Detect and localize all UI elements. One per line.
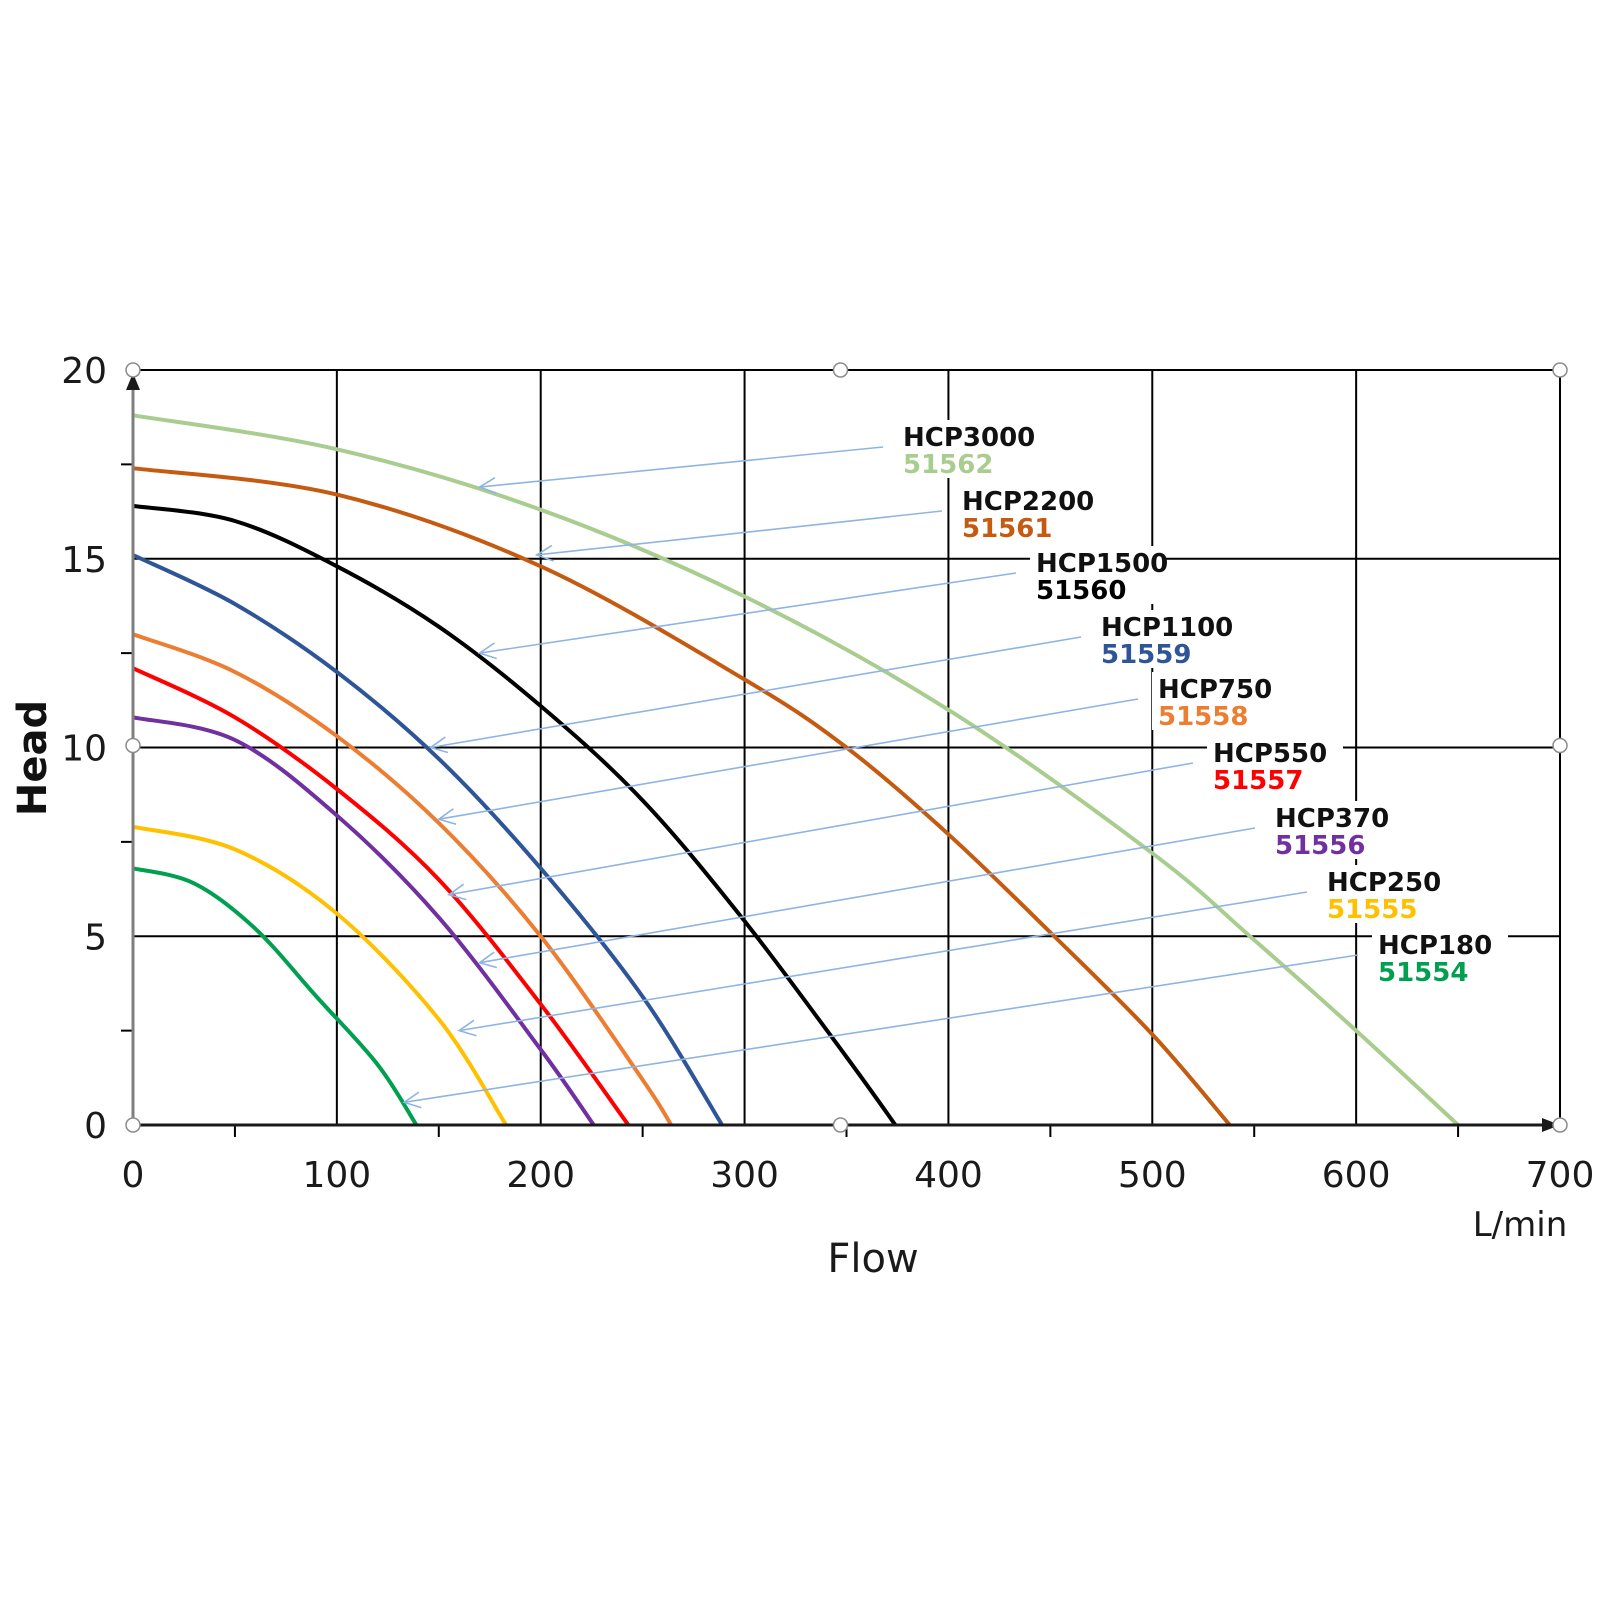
series-line-hcp3000 bbox=[132, 413, 1460, 1127]
leader-line bbox=[479, 446, 884, 488]
x-tick-label: 300 bbox=[710, 1155, 779, 1196]
label-backdrop bbox=[1321, 865, 1457, 923]
x-tick-label: 500 bbox=[1118, 1155, 1187, 1196]
series-code-label: 51557 bbox=[1213, 766, 1303, 796]
leader-arrowhead-icon bbox=[477, 951, 498, 969]
selection-handle-icon bbox=[832, 1117, 849, 1133]
series-code-label: 51555 bbox=[1327, 895, 1417, 925]
series-line-hcp370 bbox=[132, 715, 596, 1127]
leader-arrows bbox=[402, 446, 1359, 1109]
y-axis-arrow-icon bbox=[126, 373, 140, 390]
leader-line bbox=[536, 510, 943, 556]
leader-line bbox=[448, 762, 1194, 896]
leader-arrowhead-icon bbox=[402, 1091, 422, 1109]
series-name-label: HCP1500 bbox=[1036, 549, 1168, 579]
label-backdrop bbox=[1207, 736, 1343, 794]
series-code-label: 51556 bbox=[1275, 831, 1365, 861]
label-backdrop bbox=[1372, 928, 1508, 986]
label-backdrop bbox=[1269, 801, 1405, 859]
series-name-label: HCP370 bbox=[1275, 804, 1389, 834]
label-backdrop bbox=[1030, 546, 1166, 604]
y-axis-title: Head bbox=[10, 700, 56, 816]
leader-arrowhead-icon bbox=[428, 736, 449, 754]
series-line-hcp750 bbox=[132, 632, 673, 1127]
y-tick-label: 0 bbox=[84, 1106, 107, 1147]
leader-line bbox=[479, 572, 1017, 654]
series-name-label: HCP750 bbox=[1158, 675, 1272, 705]
series-line-hcp2200 bbox=[132, 466, 1232, 1127]
series-code-label: 51560 bbox=[1036, 576, 1126, 606]
series-code-label: 51561 bbox=[962, 514, 1052, 544]
series-code-label: 51562 bbox=[903, 450, 993, 480]
y-tick-label: 10 bbox=[61, 729, 107, 770]
x-axis-unit: L/min bbox=[1473, 1205, 1568, 1245]
selection-handle-icon bbox=[832, 362, 849, 378]
x-axis-arrow-icon bbox=[1542, 1118, 1560, 1132]
series-line-hcp180 bbox=[132, 866, 419, 1127]
leader-arrowhead-icon bbox=[436, 808, 457, 825]
leader-arrowhead-icon bbox=[477, 476, 497, 494]
leader-line bbox=[479, 827, 1256, 964]
label-backdrop bbox=[956, 484, 1092, 542]
series-name-label: HCP250 bbox=[1327, 868, 1441, 898]
leader-arrowhead-icon bbox=[457, 1019, 477, 1037]
x-axis-title: Flow bbox=[827, 1236, 918, 1282]
minor-ticks bbox=[121, 463, 1460, 1137]
series-code-label: 51559 bbox=[1101, 640, 1191, 670]
leader-line bbox=[459, 891, 1308, 1032]
selection-handle-icon bbox=[125, 1117, 141, 1133]
label-backdrop bbox=[1095, 610, 1231, 668]
selection-handles bbox=[125, 362, 1568, 1133]
leader-arrowhead-icon bbox=[447, 883, 467, 901]
y-tick-label: 20 bbox=[61, 351, 107, 392]
x-tick-label: 0 bbox=[122, 1155, 145, 1196]
series-name-label: HCP180 bbox=[1378, 931, 1492, 961]
tick-labels: 0 100 200 300 400 500 600 700 0 5 10 15 20 bbox=[61, 351, 1594, 1196]
leader-line bbox=[404, 954, 1359, 1104]
series-name-label: HCP2200 bbox=[962, 487, 1094, 517]
leader-line bbox=[430, 636, 1082, 749]
selection-handle-icon bbox=[125, 737, 141, 754]
series-line-hcp250 bbox=[132, 824, 508, 1127]
series-name-label: HCP550 bbox=[1213, 739, 1327, 769]
series-line-hcp550 bbox=[132, 666, 631, 1127]
leader-arrowhead-icon bbox=[477, 642, 497, 660]
x-tick-label: 200 bbox=[506, 1155, 575, 1196]
leader-arrowhead-icon bbox=[534, 544, 554, 562]
y-tick-label: 15 bbox=[61, 540, 107, 581]
label-backdrop bbox=[897, 420, 1033, 478]
label-backdrop bbox=[1152, 672, 1288, 730]
series-name-label: HCP1100 bbox=[1101, 613, 1233, 643]
selection-handle-icon bbox=[1552, 1117, 1568, 1133]
series-code-label: 51558 bbox=[1158, 702, 1248, 732]
selection-handle-icon bbox=[125, 362, 141, 378]
series-name-label: HCP3000 bbox=[903, 423, 1035, 453]
x-tick-label: 400 bbox=[914, 1155, 983, 1196]
x-tick-label: 700 bbox=[1526, 1155, 1595, 1196]
leader-line bbox=[438, 698, 1139, 821]
x-tick-label: 100 bbox=[302, 1155, 371, 1196]
x-tick-label: 600 bbox=[1322, 1155, 1391, 1196]
series-code-label: 51554 bbox=[1378, 958, 1468, 988]
y-tick-label: 5 bbox=[84, 917, 107, 958]
selection-handle-icon bbox=[1552, 737, 1568, 754]
series-line-hcp1500 bbox=[132, 503, 898, 1127]
series-line-hcp1100 bbox=[132, 553, 724, 1127]
curve-layer bbox=[132, 413, 1460, 1127]
selection-handle-icon bbox=[1552, 362, 1568, 378]
